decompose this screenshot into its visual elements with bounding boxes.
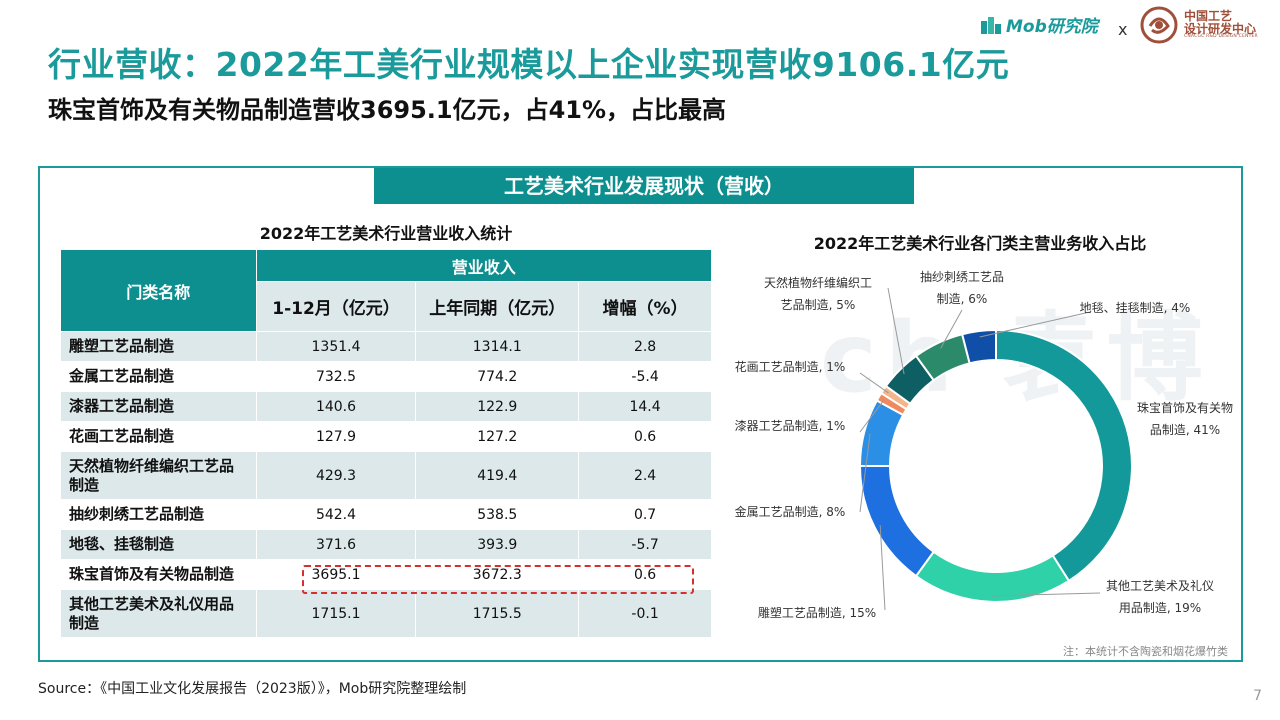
leader-line <box>859 433 871 513</box>
highlight-box <box>302 565 694 594</box>
mob-logo-text: Mob研究院 <box>1006 17 1098 37</box>
header-category: 门类名称 <box>60 249 257 332</box>
craft-seal-icon <box>1140 6 1178 44</box>
header-growth: 增幅（%） <box>578 281 712 332</box>
table-row: 雕塑工艺品制造 1351.4 1314.1 2.8 <box>60 331 712 362</box>
slice-label: 抽纱刺绣工艺品制造, 6% <box>920 270 1004 306</box>
leader-line <box>991 592 1101 597</box>
craft-name-line1: 中国工艺 <box>1184 9 1233 24</box>
chart-title: 2022年工艺美术行业各门类主营业务收入占比 <box>813 234 1147 253</box>
header-revenue-group: 营业收入 <box>255 249 713 282</box>
section-banner: 工艺美术行业发展现状（营收） <box>374 168 914 204</box>
revenue-table: 门类名称 营业收入 1-12月（亿元） 上年同期（亿元） 增幅（%） 雕塑工艺品… <box>60 249 713 638</box>
table-row: 抽纱刺绣工艺品制造 542.4 538.5 0.7 <box>60 499 712 530</box>
page-title: 行业营收：2022年工美行业规模以上企业实现营收9106.1亿元 <box>48 45 1010 84</box>
slice-label: 其他工艺美术及礼仪用品制造, 19% <box>1106 578 1214 615</box>
table-row: 金属工艺品制造 732.5 774.2 -5.4 <box>60 361 712 392</box>
table-row: 珠宝首饰及有关物品制造 3695.1 3672.3 0.6 <box>60 559 712 590</box>
slice-label: 花画工艺品制造, 1% <box>735 359 846 374</box>
table-row: 花画工艺品制造 127.9 127.2 0.6 <box>60 421 712 452</box>
leader-line <box>887 287 905 375</box>
craft-center-logo: 中国工艺 设计研发中心 CNACGC R&D DESIGN CENTER <box>1140 6 1258 44</box>
slice-label: 金属工艺品制造, 8% <box>735 504 846 519</box>
leader-line <box>879 524 886 611</box>
table-row: 漆器工艺品制造 140.6 122.9 14.4 <box>60 391 712 422</box>
donut-slice <box>995 328 1133 583</box>
logo-separator: x <box>1118 20 1128 39</box>
source-text: Source：《中国工业文化发展报告（2023版）》，Mob研究院整理绘制 <box>38 681 467 697</box>
table-title: 2022年工艺美术行业营业收入统计 <box>259 224 513 243</box>
craft-name-line2: 设计研发中心 <box>1184 21 1257 36</box>
donut-chart: 珠宝首饰及有关物品制造, 41% 其他工艺美术及礼仪用品制造, 19% 雕塑工艺品制… <box>735 270 1233 620</box>
donut-slice <box>858 465 936 578</box>
leader-line <box>859 399 885 433</box>
slice-label: 雕塑工艺品制造, 15% <box>758 605 876 620</box>
leader-line <box>940 309 963 349</box>
page-subtitle: 珠宝首饰及有关物品制造营收3695.1亿元，占41%，占比最高 <box>48 96 727 124</box>
leader-line <box>859 372 889 394</box>
table-row: 地毯、挂毯制造 371.6 393.9 -5.7 <box>60 529 712 560</box>
slice-label: 珠宝首饰及有关物品制造, 41% <box>1137 401 1233 437</box>
donut-slice <box>960 328 997 365</box>
header-previous: 上年同期（亿元） <box>415 281 580 332</box>
craft-name-en: CNACGC R&D DESIGN CENTER <box>1184 34 1258 40</box>
leader-line <box>979 311 1091 338</box>
slice-label: 地毯、挂毯制造, 4% <box>1080 301 1191 315</box>
header-current: 1-12月（亿元） <box>255 281 417 332</box>
page-number: 7 <box>1253 688 1262 704</box>
mob-logo: Mob研究院 <box>980 12 1098 37</box>
mob-logo-icon <box>981 16 1001 34</box>
slice-label: 漆器工艺品制造, 1% <box>735 419 846 433</box>
table-row: 天然植物纤维编织工艺品制造 429.3 419.4 2.4 <box>60 451 712 500</box>
table-row: 其他工艺美术及礼仪用品制造 1715.1 1715.5 -0.1 <box>60 589 712 638</box>
slice-label: 天然植物纤维编织工艺品制造, 5% <box>764 275 872 312</box>
content-panel <box>38 166 1243 662</box>
chart-note: 注：本统计不含陶瓷和烟花爆竹类 <box>1063 645 1228 658</box>
